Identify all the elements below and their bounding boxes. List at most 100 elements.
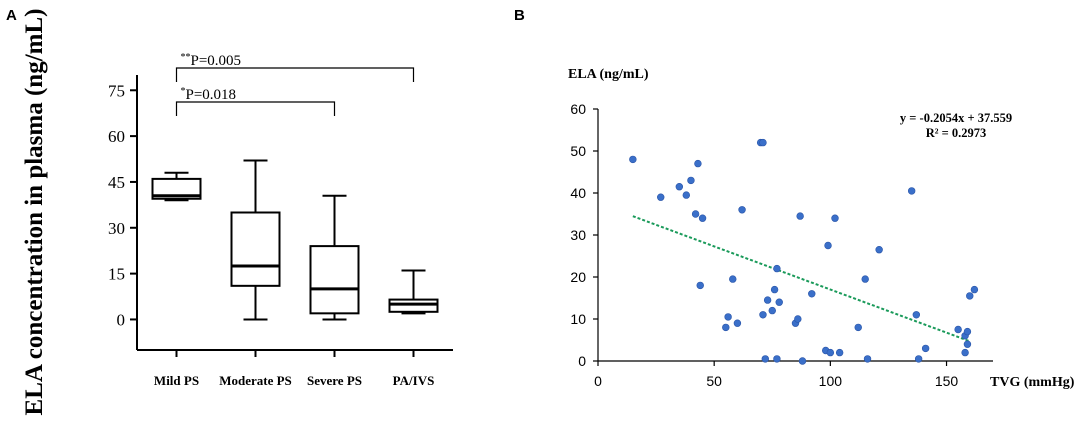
box-1	[151, 171, 202, 202]
data-point	[775, 298, 783, 306]
bracket-line	[175, 67, 415, 82]
data-point	[912, 311, 921, 319]
panel-label-b: B	[514, 7, 525, 24]
data-point	[861, 275, 869, 283]
significance-stars: *	[181, 86, 186, 97]
significance-brackets: **P=0.005 *P=0.018	[175, 52, 415, 116]
data-point	[738, 206, 746, 214]
data-point	[761, 355, 769, 363]
box-4	[388, 269, 439, 315]
box-plot-categories: Mild PS Moderate PS Severe PS PA/IVS	[154, 350, 434, 388]
p-value-text: P=0.018	[186, 87, 237, 103]
box-plot-y-axis-label: ELA concentration in plasma (ng/mL)	[21, 9, 48, 416]
y-tick-label: 0	[578, 353, 586, 369]
box-plot-panel: ELA concentration in plasma (ng/mL) 0 15 3…	[21, 9, 453, 416]
data-point	[682, 191, 690, 199]
data-point	[831, 214, 839, 222]
data-point	[773, 264, 781, 273]
y-tick-label: 30	[108, 219, 125, 238]
data-point	[863, 355, 872, 363]
y-tick-label: 30	[570, 227, 586, 243]
data-point	[970, 285, 979, 294]
box-iqr	[388, 298, 439, 313]
data-point	[961, 348, 969, 357]
box-3	[309, 194, 360, 321]
data-point	[875, 246, 883, 254]
data-point	[914, 355, 923, 363]
data-point	[794, 315, 802, 323]
data-point	[826, 348, 835, 357]
box-2	[230, 159, 281, 321]
y-tick-label: 60	[108, 127, 125, 146]
p-value-label: *P=0.018	[181, 86, 237, 103]
data-point	[724, 313, 732, 321]
y-tick-label: 40	[570, 185, 586, 201]
data-point	[629, 155, 637, 164]
y-tick-label: 0	[117, 310, 126, 329]
panel-label-a: A	[6, 7, 17, 24]
bracket-line	[175, 101, 336, 116]
regression-equation: y = -0.2054x + 37.559	[900, 111, 1012, 125]
p-value-label: **P=0.005	[181, 52, 242, 69]
p-value-text: P=0.005	[191, 53, 242, 69]
scatter-points	[629, 138, 979, 365]
scatter-x-axis-label: TVG (mmHg)	[990, 375, 1075, 390]
box-plot-axes	[136, 75, 453, 351]
category-label: PA/IVS	[393, 373, 435, 388]
data-point	[963, 327, 972, 336]
data-point	[954, 325, 962, 334]
data-point	[770, 285, 779, 294]
y-tick-label: 45	[108, 173, 125, 192]
x-tick-label: 50	[706, 373, 722, 389]
y-tick-label: 10	[570, 311, 586, 327]
data-point	[733, 319, 742, 327]
data-point	[696, 281, 704, 290]
box-iqr	[230, 211, 281, 287]
box-iqr	[151, 177, 202, 200]
data-point	[907, 187, 916, 195]
data-point	[824, 241, 832, 250]
significance-bracket-1: **P=0.005	[175, 52, 415, 82]
data-point	[854, 323, 862, 332]
data-point	[694, 159, 702, 168]
significance-bracket-2: *P=0.018	[175, 86, 336, 116]
data-point	[763, 296, 772, 304]
data-point	[963, 340, 972, 348]
r-squared: R² = 0.2973	[926, 126, 987, 140]
data-point	[835, 348, 844, 357]
x-tick-label: 150	[935, 373, 959, 389]
data-point	[687, 176, 695, 185]
data-point	[675, 183, 684, 191]
data-point	[808, 290, 816, 298]
data-point	[798, 357, 807, 365]
scatter-y-axis-label: ELA (ng/mL)	[568, 67, 649, 82]
data-point	[773, 355, 781, 363]
scatter-ticks: 0 10 20 30 40 50 60 0 50 100 150	[570, 101, 958, 389]
box-plot-y-ticks: 0 15 30 45 60 75	[108, 81, 137, 329]
trend-line	[632, 215, 971, 343]
data-point	[729, 275, 737, 283]
data-point	[921, 344, 930, 353]
data-point	[759, 138, 767, 147]
data-point	[966, 292, 974, 300]
category-label: Severe PS	[307, 373, 362, 388]
data-point	[657, 193, 665, 201]
data-point	[768, 306, 776, 315]
trend-line-group	[632, 215, 971, 343]
data-point	[698, 214, 707, 222]
scatter-panel: ELA (ng/mL) TVG (mmHg) y = -0.2054x + 37…	[568, 67, 1075, 390]
data-point	[759, 311, 767, 319]
y-tick-label: 60	[570, 101, 586, 117]
data-point	[691, 210, 700, 218]
box-iqr	[309, 245, 360, 315]
category-label: Mild PS	[154, 373, 199, 388]
x-tick-label: 100	[819, 373, 843, 389]
y-tick-label: 50	[570, 143, 586, 159]
category-label: Moderate PS	[219, 373, 292, 388]
significance-stars: **	[181, 52, 191, 63]
box-plot-boxes	[151, 159, 439, 321]
y-tick-label: 15	[108, 265, 125, 284]
data-point	[796, 212, 804, 220]
data-point	[722, 323, 730, 332]
